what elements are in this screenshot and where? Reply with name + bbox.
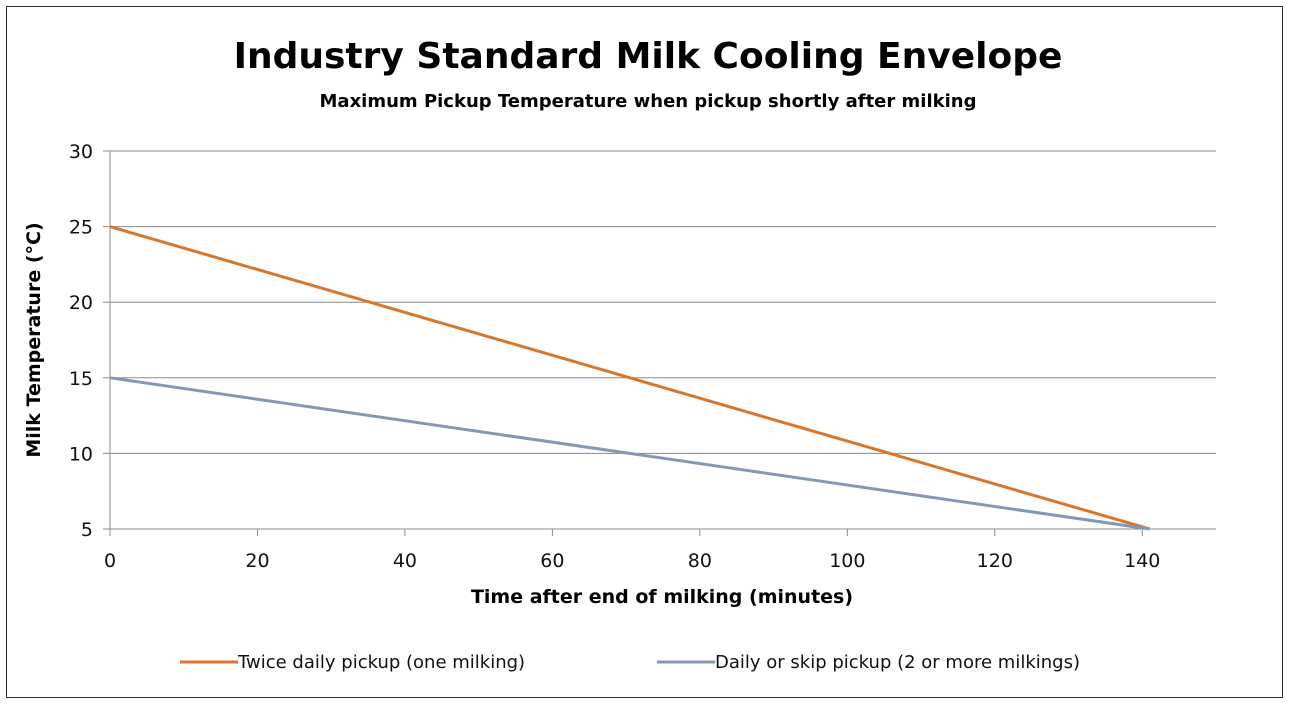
- y-axis: 5 10 15 20 25 30: [69, 141, 111, 541]
- y-tick-label-10: 10: [69, 443, 93, 465]
- y-tick-label-25: 25: [69, 217, 93, 239]
- chart-frame: [6, 6, 1283, 698]
- x-tick-label-100: 100: [829, 550, 865, 572]
- y-tick-label-30: 30: [69, 141, 93, 163]
- legend: Twice daily pickup (one milking) Daily or…: [180, 652, 1080, 673]
- x-tick-label-60: 60: [540, 550, 564, 572]
- x-tick-label-140: 140: [1124, 550, 1160, 572]
- legend-label-1: Twice daily pickup (one milking): [237, 652, 525, 673]
- series-lines: [109, 225, 1151, 531]
- chart-subtitle: Maximum Pickup Temperature when pickup s…: [320, 91, 977, 112]
- x-tick-label-120: 120: [977, 550, 1013, 572]
- legend-label-2: Daily or skip pickup (2 or more milkings…: [715, 652, 1080, 673]
- x-axis-title: Time after end of milking (minutes): [471, 586, 853, 608]
- y-axis-title: Milk Temperature (°C): [23, 222, 45, 457]
- x-tick-label-40: 40: [393, 550, 417, 572]
- grid-lines: [103, 150, 1216, 530]
- x-axis: 0 20 40 60 80 100 120 140: [104, 529, 1160, 572]
- x-tick-label-0: 0: [104, 550, 116, 572]
- chart-title: Industry Standard Milk Cooling Envelope: [234, 36, 1063, 77]
- y-tick-label-5: 5: [81, 519, 93, 541]
- x-tick-label-20: 20: [245, 550, 269, 572]
- y-tick-label-15: 15: [69, 368, 93, 390]
- series-line-2: [109, 376, 1150, 531]
- x-tick-label-80: 80: [688, 550, 712, 572]
- series-line-1: [109, 225, 1151, 531]
- y-tick-label-20: 20: [69, 292, 93, 314]
